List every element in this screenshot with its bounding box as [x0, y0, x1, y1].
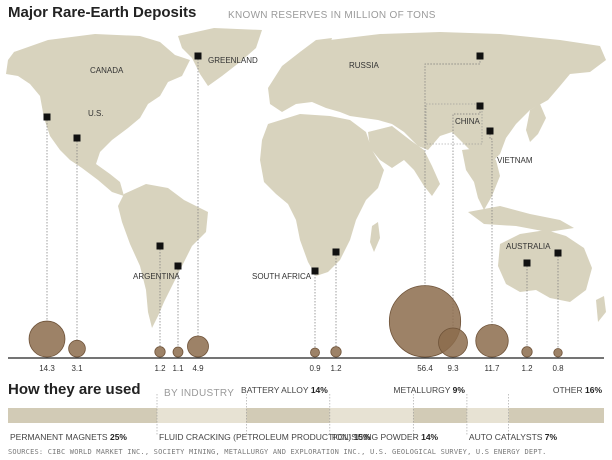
- eurasia-landmass: [268, 32, 606, 162]
- usage-segment: [508, 408, 604, 423]
- region-label: VIETNAM: [497, 156, 533, 165]
- reserve-bubble: [330, 346, 342, 358]
- value-label: 0.9: [309, 364, 321, 373]
- north-america-landmass: [12, 34, 190, 196]
- region-label: SOUTH AFRICA: [252, 272, 312, 281]
- region-label: GREENLAND: [208, 56, 258, 65]
- reserve-bubble: [172, 346, 184, 358]
- japan-landmass: [526, 104, 546, 142]
- deposit-marker: [43, 113, 51, 121]
- uses-title: How they are used: [8, 381, 141, 398]
- value-label: 1.2: [521, 364, 533, 373]
- reserve-bubble: [187, 335, 209, 358]
- southeast-asia-landmass: [462, 148, 500, 210]
- deposit-marker: [486, 127, 494, 135]
- deposit-marker: [194, 52, 202, 60]
- reserve-bubble: [438, 327, 468, 358]
- reserve-bubble: [475, 324, 509, 358]
- reserve-bubble: [28, 320, 66, 358]
- greenland-landmass: [178, 28, 262, 86]
- africa-landmass: [260, 114, 384, 276]
- value-label: 1.2: [330, 364, 342, 373]
- reserve-bubble: [310, 347, 320, 358]
- region-label: ARGENTINA: [133, 272, 180, 281]
- source-note: SOURCES: CIBC WORLD MARKET INC., SOCIETY…: [8, 448, 547, 456]
- region-label: RUSSIA: [349, 61, 379, 70]
- value-label: 4.9: [192, 364, 204, 373]
- region-label: CHINA: [455, 117, 481, 126]
- deposit-marker: [476, 52, 484, 60]
- region-label: U.S.: [88, 109, 104, 118]
- uk-landmass: [280, 66, 292, 90]
- value-label: 14.3: [39, 364, 55, 373]
- usage-bar: [8, 394, 604, 435]
- reserve-bubble: [521, 346, 533, 358]
- usage-label: METALLURGY 9%: [393, 385, 465, 395]
- china-guide-box: [425, 103, 483, 145]
- value-label: 1.1: [172, 364, 184, 373]
- leader-line: [489, 131, 493, 326]
- region-labels: CANADA U.S. GREENLAND RUSSIA CHINA VIETNAM ARG…: [88, 56, 551, 281]
- madagascar-landmass: [370, 222, 380, 252]
- chart-subtitle: KNOWN RESERVES IN MILLION OF TONS: [228, 10, 436, 21]
- new-zealand-landmass: [596, 296, 606, 322]
- usage-label: POLISHING POWDER 14%: [332, 432, 439, 442]
- south-america-landmass: [118, 184, 208, 328]
- usage-segment: [157, 408, 247, 423]
- usage-segment: [329, 408, 414, 423]
- usage-label: AUTO CATALYSTS 7%: [469, 432, 558, 442]
- usage-label: PERMANENT MAGNETS 25%: [10, 432, 127, 442]
- value-label: 56.4: [417, 364, 433, 373]
- region-guide-lines: [425, 103, 483, 145]
- uses-subtitle: BY INDUSTRY: [164, 388, 235, 399]
- usage-segment: [246, 408, 330, 423]
- deposit-marker: [476, 102, 484, 110]
- usage-label: OTHER 16%: [553, 385, 603, 395]
- usage-segment: [413, 408, 467, 423]
- region-label: CANADA: [90, 66, 124, 75]
- deposit-marker: [73, 134, 81, 142]
- value-labels: 14.3 3.1 1.2 1.1 4.9 0.9 1.2 56.4 9.3 11.7 1.2 0.8: [39, 364, 564, 373]
- leader-line: [452, 106, 481, 330]
- world-map: [6, 28, 606, 328]
- usage-segment: [8, 408, 157, 423]
- usage-labels: PERMANENT MAGNETS 25% FLUID CRACKING (PET…: [10, 385, 602, 442]
- value-label: 9.3: [447, 364, 459, 373]
- deposit-marker: [311, 267, 319, 275]
- usage-segment: [466, 408, 509, 423]
- value-label: 1.2: [154, 364, 166, 373]
- reserve-bubble: [68, 339, 86, 358]
- value-label: 11.7: [485, 364, 501, 373]
- reserve-bubble: [553, 348, 563, 358]
- value-label: 3.1: [71, 364, 83, 373]
- deposit-marker: [156, 242, 164, 250]
- alaska-landmass: [6, 48, 30, 76]
- south-asia-landmass: [368, 126, 440, 196]
- scandinavia-landmass: [300, 38, 332, 72]
- deposit-marker: [174, 262, 182, 270]
- reserve-bubble: [154, 346, 166, 358]
- value-label: 0.8: [552, 364, 564, 373]
- chart-title: Major Rare-Earth Deposits: [8, 4, 197, 21]
- leader-lines: [46, 56, 559, 350]
- usage-label: FLUID CRACKING (PETROLEUM PRODUCTION) 15…: [159, 432, 371, 442]
- deposit-marker: [523, 259, 531, 267]
- deposit-marker: [554, 249, 562, 257]
- australia-landmass: [498, 230, 592, 302]
- region-label: AUSTRALIA: [506, 242, 551, 251]
- deposit-marker: [332, 248, 340, 256]
- reserve-bubbles: [28, 285, 563, 358]
- deposit-markers: [43, 52, 562, 275]
- leader-line: [424, 56, 481, 287]
- usage-label: BATTERY ALLOY 14%: [241, 385, 328, 395]
- indonesia-landmass: [468, 206, 574, 232]
